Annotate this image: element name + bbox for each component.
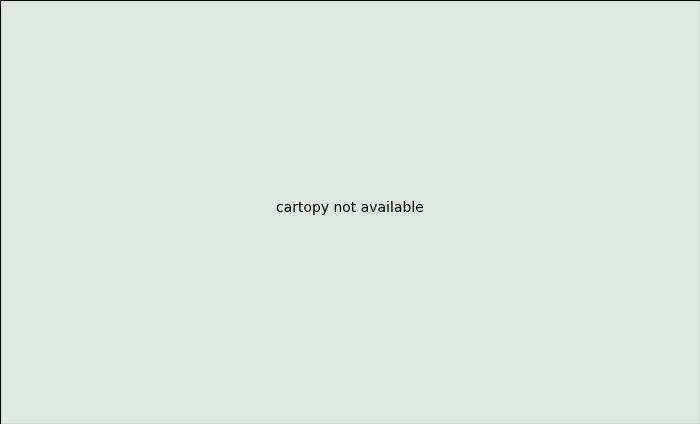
- Text: cartopy not available: cartopy not available: [276, 201, 424, 215]
